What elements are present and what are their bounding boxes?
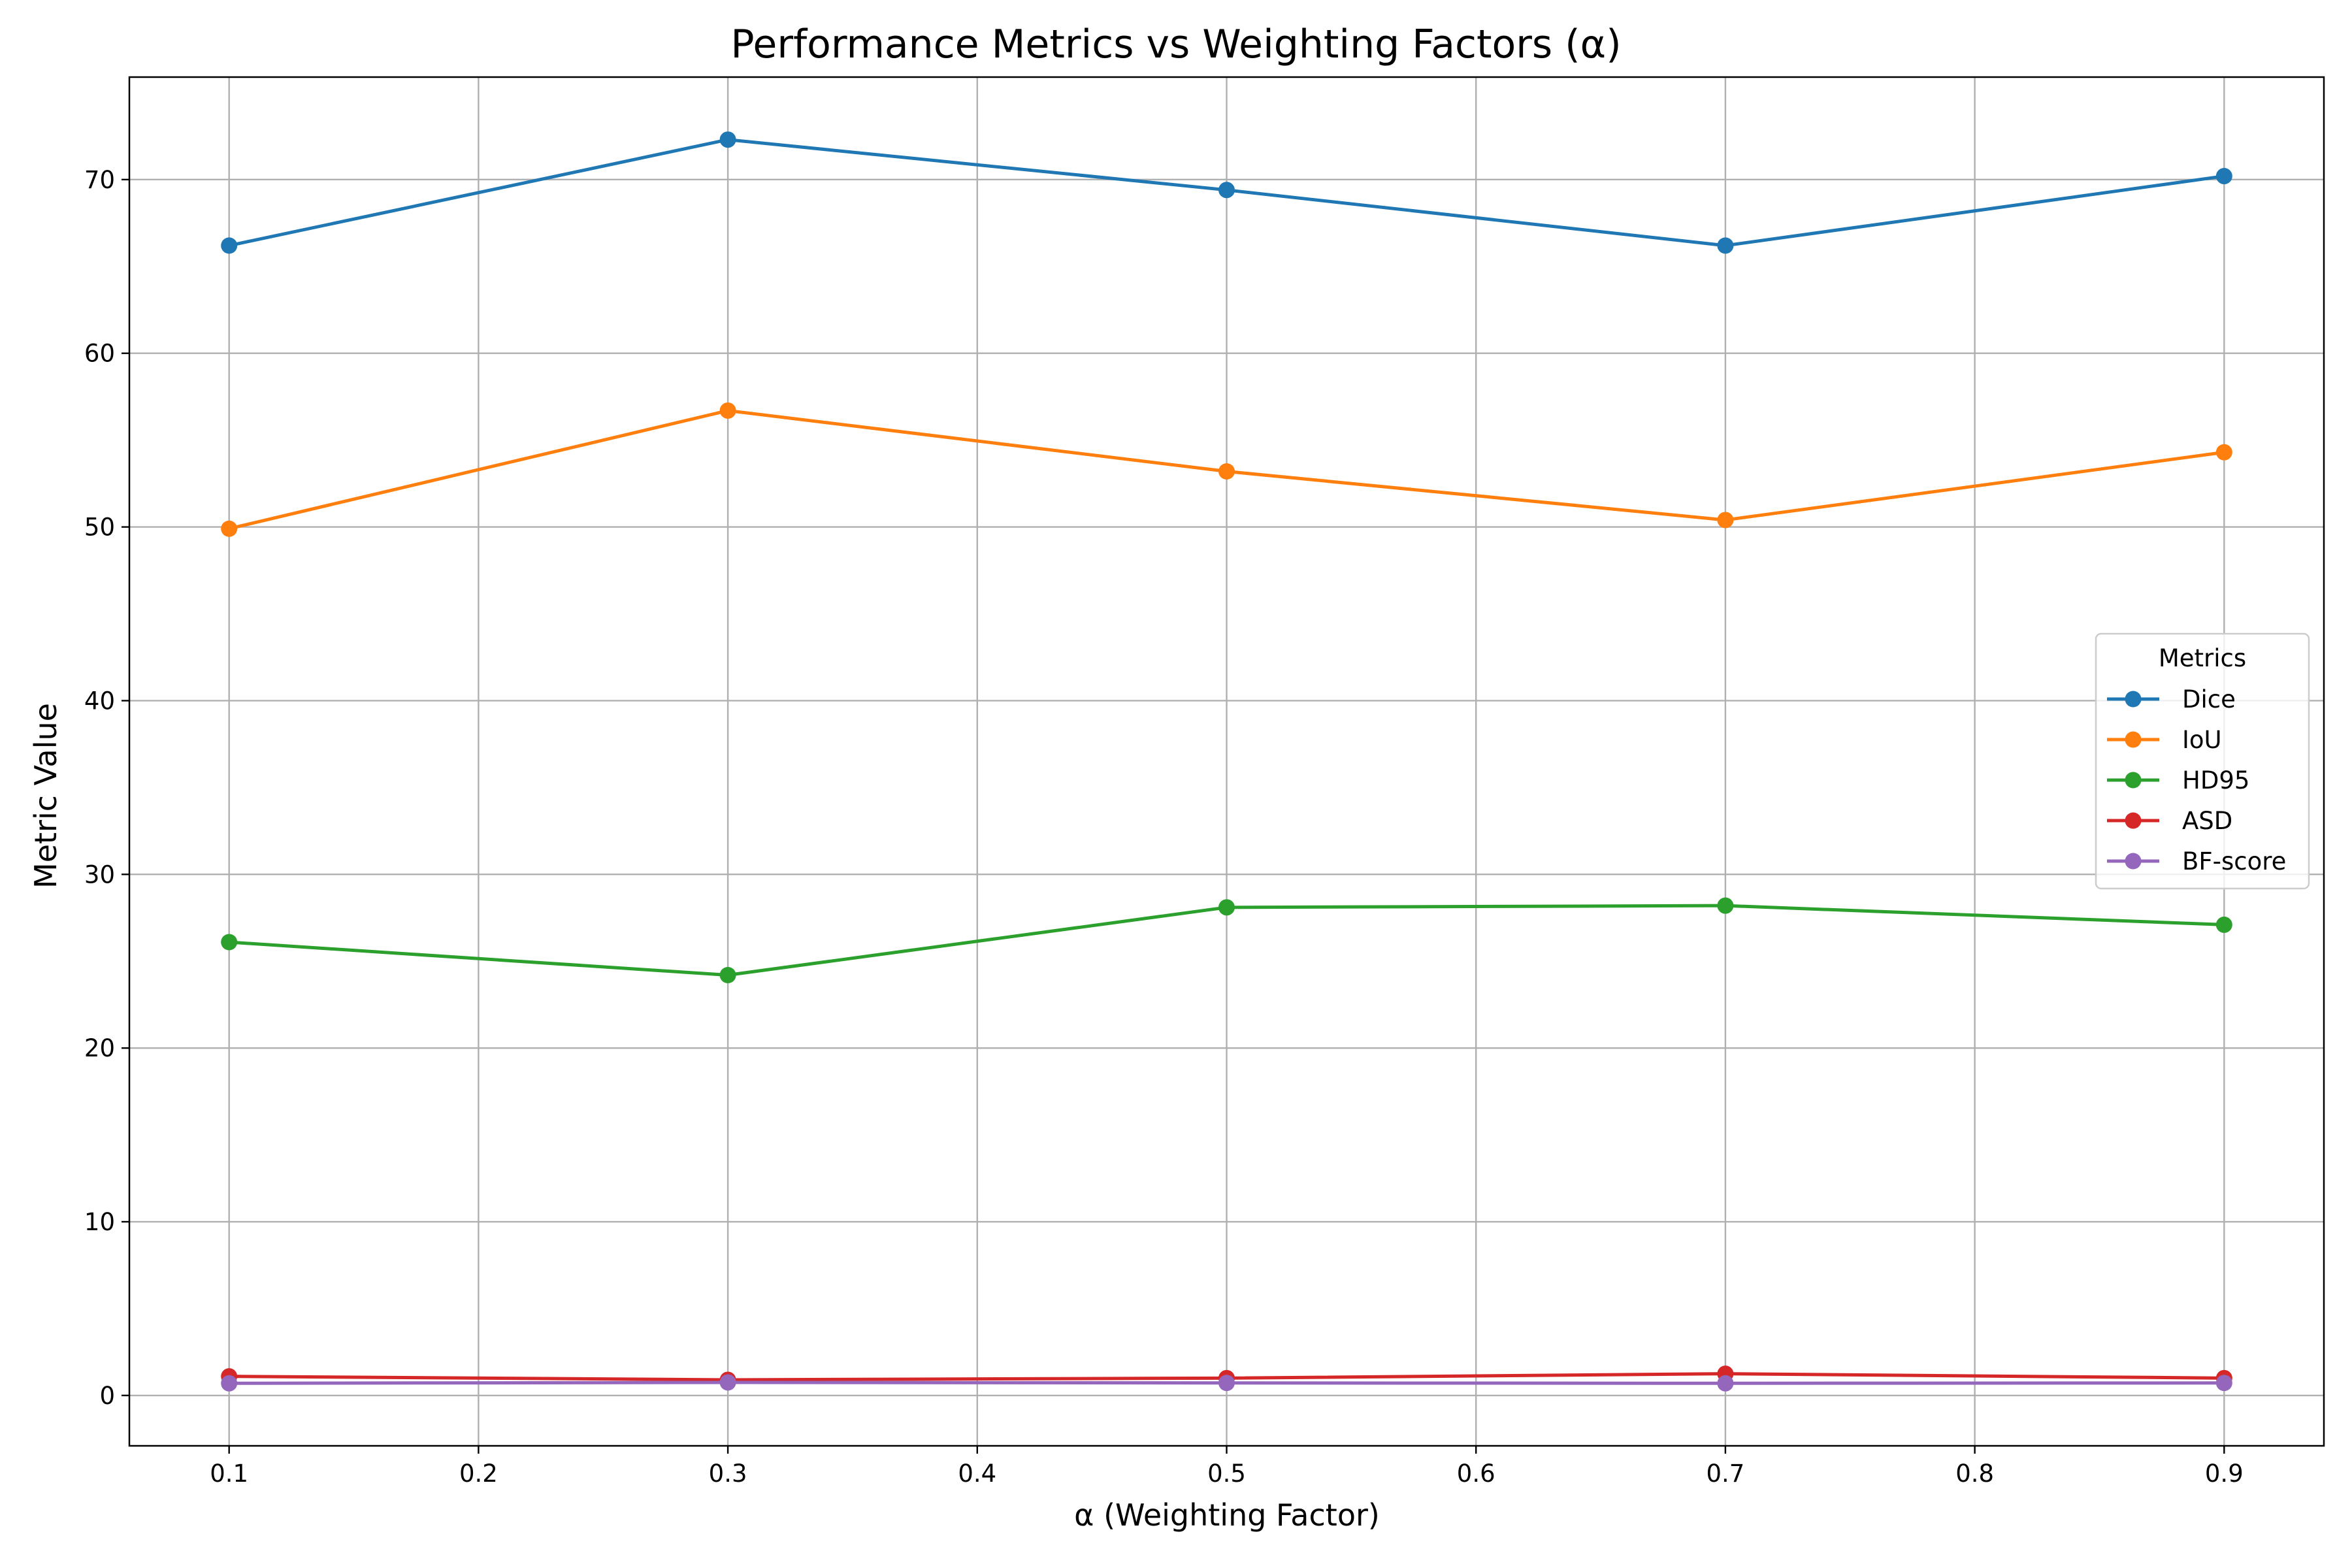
y-tick-label: 10 [84, 1208, 115, 1236]
x-tick-label: 0.6 [1457, 1460, 1495, 1488]
x-tick-label: 0.9 [2205, 1460, 2244, 1488]
legend-marker-asd [2125, 812, 2142, 829]
y-axis-label: Metric Value [28, 703, 63, 889]
legend-item-hd95: HD95 [2107, 766, 2249, 794]
y-tick-label: 60 [84, 340, 115, 368]
legend: Metrics Dice IoU HD95 ASD BF-score [2095, 632, 2310, 890]
x-tick-label: 0.4 [958, 1460, 996, 1488]
y-axis-ticks: 0 10 20 30 40 50 60 70 [84, 166, 129, 1410]
y-tick-label: 20 [84, 1034, 115, 1062]
data-point-hd95 [1717, 897, 1734, 914]
data-point-dice [719, 131, 736, 148]
y-tick-label: 50 [84, 514, 115, 542]
data-point-bf-score [1218, 1375, 1235, 1392]
y-tick-label: 40 [84, 687, 115, 715]
data-point-iou [2215, 444, 2232, 461]
legend-marker-bf-score [2125, 853, 2142, 870]
legend-title: Metrics [2159, 644, 2246, 672]
grid [129, 77, 2324, 1446]
chart-title: Performance Metrics vs Weighting Factors… [730, 22, 1621, 67]
x-axis-ticks: 0.1 0.2 0.3 0.4 0.5 0.6 0.7 0.8 0.9 [210, 1446, 2244, 1488]
legend-item-iou: IoU [2107, 726, 2222, 754]
legend-item-bf-score: BF-score [2107, 847, 2286, 875]
series-group [221, 131, 2232, 1392]
data-point-iou [719, 402, 736, 419]
legend-label-asd: ASD [2182, 807, 2232, 835]
data-point-bf-score [2215, 1375, 2232, 1392]
x-tick-label: 0.1 [210, 1460, 248, 1488]
data-point-dice [2215, 168, 2232, 185]
legend-marker-hd95 [2125, 772, 2142, 789]
series-hd95 [221, 897, 2232, 984]
data-point-dice [221, 237, 238, 254]
legend-item-dice: Dice [2107, 685, 2236, 713]
data-point-hd95 [719, 967, 736, 984]
data-point-bf-score [221, 1375, 238, 1392]
x-tick-label: 0.8 [1955, 1460, 1994, 1488]
data-point-dice [1717, 237, 1734, 254]
data-point-iou [221, 520, 238, 537]
series-iou [221, 402, 2232, 537]
data-point-hd95 [1218, 899, 1235, 916]
data-point-bf-score [719, 1374, 736, 1391]
legend-item-asd: ASD [2107, 807, 2232, 835]
data-point-bf-score [1717, 1375, 1734, 1392]
data-point-hd95 [2215, 916, 2232, 933]
legend-marker-iou [2125, 731, 2142, 748]
x-tick-label: 0.2 [459, 1460, 498, 1488]
y-tick-label: 0 [99, 1382, 115, 1410]
series-bf-score [221, 1374, 2232, 1392]
x-tick-label: 0.5 [1207, 1460, 1246, 1488]
legend-label-dice: Dice [2182, 685, 2236, 713]
y-tick-label: 70 [84, 166, 115, 194]
data-point-iou [1717, 512, 1734, 529]
x-tick-label: 0.7 [1706, 1460, 1744, 1488]
data-point-hd95 [221, 934, 238, 951]
legend-label-iou: IoU [2182, 726, 2222, 754]
data-point-dice [1218, 182, 1235, 199]
y-tick-label: 30 [84, 860, 115, 889]
legend-label-hd95: HD95 [2182, 766, 2249, 794]
series-dice [221, 131, 2232, 254]
legend-label-bf-score: BF-score [2182, 847, 2286, 875]
legend-marker-dice [2125, 691, 2142, 708]
x-axis-label: α (Weighting Factor) [1074, 1497, 1380, 1533]
data-point-iou [1218, 463, 1235, 480]
x-tick-label: 0.3 [709, 1460, 747, 1488]
